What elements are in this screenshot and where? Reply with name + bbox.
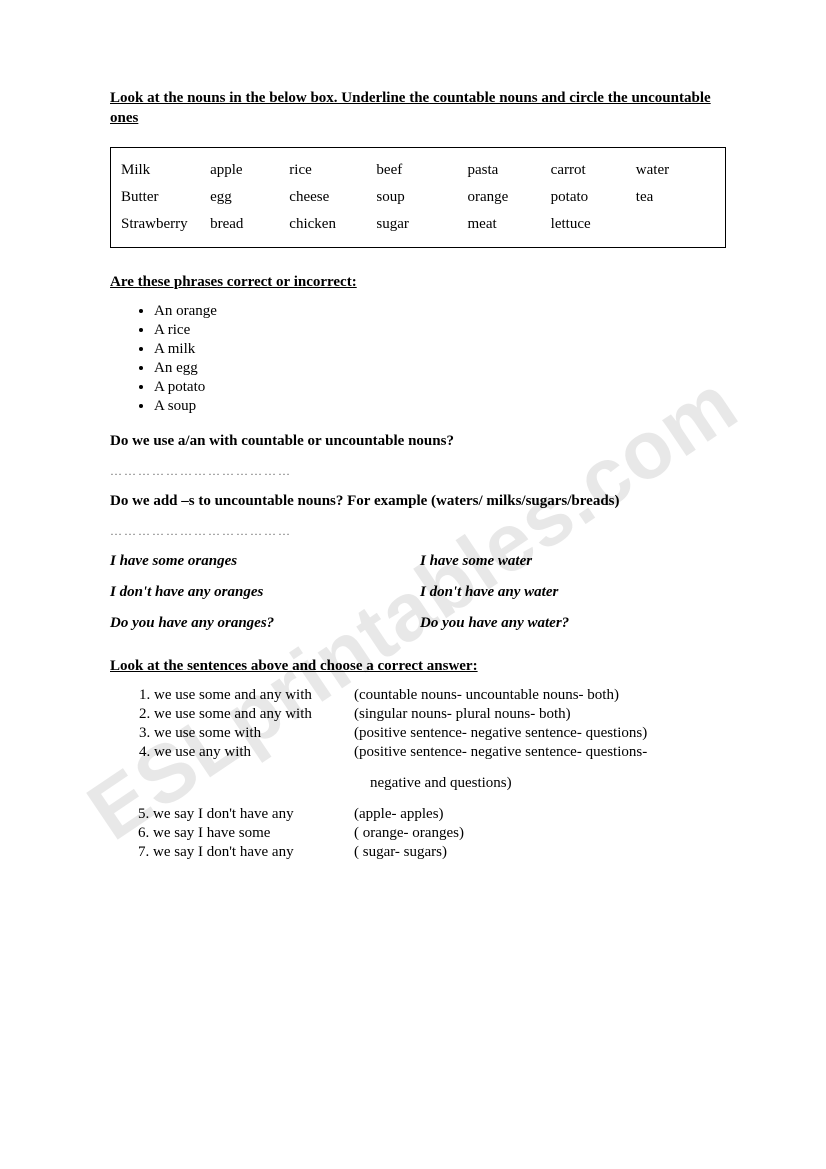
- example-left: I have some oranges: [110, 553, 420, 570]
- worksheet-page: Look at the nouns in the below box. Unde…: [0, 0, 826, 861]
- main-heading: Look at the nouns in the below box. Unde…: [110, 88, 726, 129]
- word-cell: Milk: [121, 162, 210, 179]
- section2-title: Are these phrases correct or incorrect:: [110, 274, 726, 291]
- list-item: we use any with (positive sentence- nega…: [154, 744, 726, 761]
- choice-right: ( sugar- sugars): [354, 844, 447, 861]
- word-cell: apple: [210, 162, 289, 179]
- word-row: Strawberry bread chicken sugar meat lett…: [121, 216, 715, 233]
- word-cell: soup: [376, 189, 467, 206]
- choice-right: (positive sentence- negative sentence- q…: [354, 725, 647, 742]
- list-item: A rice: [154, 322, 726, 339]
- word-cell: pasta: [468, 162, 551, 179]
- choice-left: we say I don't have any: [153, 806, 294, 822]
- choice-left: we say I have some: [153, 825, 270, 841]
- word-row: Butter egg cheese soup orange potato tea: [121, 189, 715, 206]
- word-cell: chicken: [289, 216, 376, 233]
- list-item: A milk: [154, 341, 726, 358]
- list-item: A soup: [154, 398, 726, 415]
- choice-right: (apple- apples): [354, 806, 444, 823]
- list-item: A potato: [154, 379, 726, 396]
- answer-line: …………………………………: [110, 464, 726, 479]
- word-cell: lettuce: [551, 216, 636, 233]
- example-right: Do you have any water?: [420, 615, 569, 632]
- choice-left: we use some with: [154, 725, 354, 742]
- example-row: Do you have any oranges? Do you have any…: [110, 615, 726, 632]
- word-cell: cheese: [289, 189, 376, 206]
- word-cell: orange: [468, 189, 551, 206]
- word-cell: bread: [210, 216, 289, 233]
- item-number: 5.: [138, 806, 149, 822]
- word-cell: tea: [636, 189, 715, 206]
- word-box: Milk apple rice beef pasta carrot water …: [110, 147, 726, 248]
- list-item: we use some and any with (countable noun…: [154, 687, 726, 704]
- example-right: I don't have any water: [420, 584, 558, 601]
- choice-list-2: 5. we say I don't have any (apple- apple…: [110, 806, 726, 861]
- word-cell: meat: [468, 216, 551, 233]
- answer-line: …………………………………: [110, 524, 726, 539]
- choice-left: we use any with: [154, 744, 354, 761]
- choice-right: (countable nouns- uncountable nouns- bot…: [354, 687, 619, 704]
- list-item: we use some and any with (singular nouns…: [154, 706, 726, 723]
- word-cell: carrot: [551, 162, 636, 179]
- list-item: An egg: [154, 360, 726, 377]
- example-left: I don't have any oranges: [110, 584, 420, 601]
- choice-list: we use some and any with (countable noun…: [110, 687, 726, 761]
- word-cell: beef: [376, 162, 467, 179]
- list-item: 7. we say I don't have any ( sugar- suga…: [138, 844, 726, 861]
- examples-block: I have some oranges I have some water I …: [110, 553, 726, 632]
- question-1: Do we use a/an with countable or uncount…: [110, 433, 726, 450]
- list-item: 6. we say I have some ( orange- oranges): [138, 825, 726, 842]
- example-left: Do you have any oranges?: [110, 615, 420, 632]
- example-row: I have some oranges I have some water: [110, 553, 726, 570]
- word-row: Milk apple rice beef pasta carrot water: [121, 162, 715, 179]
- list-item: we use some with (positive sentence- neg…: [154, 725, 726, 742]
- item-number: 6.: [138, 825, 149, 841]
- item-number: 7.: [138, 844, 149, 860]
- question-2: Do we add –s to uncountable nouns? For e…: [110, 493, 726, 510]
- word-cell: [636, 216, 715, 233]
- choice-left: we say I don't have any: [153, 844, 294, 860]
- choice-left: we use some and any with: [154, 687, 354, 704]
- choice-right: ( orange- oranges): [354, 825, 464, 842]
- word-cell: rice: [289, 162, 376, 179]
- list-item: 5. we say I don't have any (apple- apple…: [138, 806, 726, 823]
- word-cell: Butter: [121, 189, 210, 206]
- word-cell: potato: [551, 189, 636, 206]
- section3-title: Look at the sentences above and choose a…: [110, 658, 726, 675]
- word-cell: sugar: [376, 216, 467, 233]
- choice-left: we use some and any with: [154, 706, 354, 723]
- list-item: An orange: [154, 303, 726, 320]
- choice-continuation: negative and questions): [370, 775, 726, 792]
- word-cell: Strawberry: [121, 216, 210, 233]
- example-row: I don't have any oranges I don't have an…: [110, 584, 726, 601]
- word-cell: water: [636, 162, 715, 179]
- phrase-list: An orange A rice A milk An egg A potato …: [110, 303, 726, 415]
- example-right: I have some water: [420, 553, 532, 570]
- choice-right: (positive sentence- negative sentence- q…: [354, 744, 647, 761]
- choice-right: (singular nouns- plural nouns- both): [354, 706, 571, 723]
- word-cell: egg: [210, 189, 289, 206]
